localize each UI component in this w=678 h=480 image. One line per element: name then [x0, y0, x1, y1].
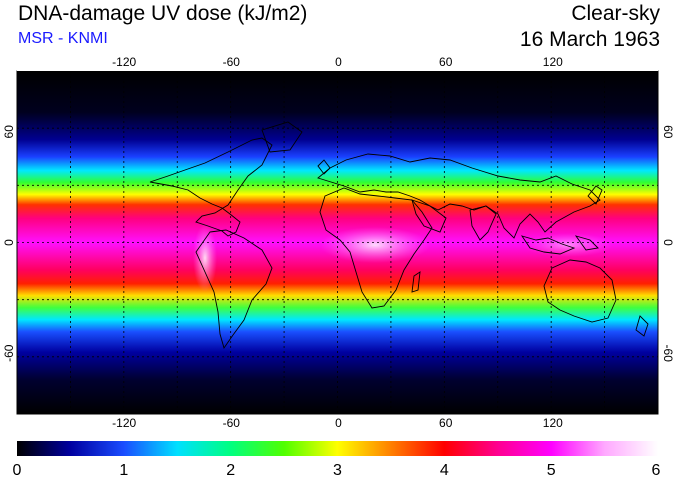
lon-label-top: -120 — [112, 55, 136, 69]
colorbar — [17, 441, 658, 456]
madagascar-coast — [411, 271, 421, 293]
lat-label-left: 60 — [2, 125, 16, 139]
lat-label-right: 60 — [661, 125, 675, 139]
lat-label-right: -60 — [661, 345, 675, 363]
lat-label-left: -60 — [2, 344, 16, 362]
colorbar-label: 5 — [547, 462, 556, 479]
australia-coast — [543, 259, 617, 323]
lon-label-top: 60 — [439, 55, 453, 69]
latitude-labels-left: 60 0 -60 — [2, 125, 16, 362]
greenland-coast — [261, 121, 303, 153]
lon-label-bottom: 60 — [439, 416, 453, 430]
arabia-coast — [411, 199, 447, 233]
lon-label-bottom: 120 — [543, 416, 563, 430]
uk-coast — [317, 159, 331, 175]
longitude-labels-top: -120 -60 0 60 120 — [112, 55, 563, 69]
colorbar-label: 3 — [333, 462, 342, 479]
colorbar-label: 6 — [652, 462, 661, 479]
south-america-coast — [195, 229, 273, 350]
lon-label-top: -60 — [223, 55, 241, 69]
lon-label-top: 0 — [335, 55, 342, 69]
latitude-labels-right: 60 0 -60 — [661, 125, 675, 362]
africa-coast — [319, 187, 433, 309]
map-title: DNA-damage UV dose (kJ/m2) — [18, 2, 308, 25]
lat-label-right: 0 — [661, 239, 675, 246]
data-source-label: MSR - KNMI — [18, 30, 108, 47]
colorbar-label: 1 — [119, 462, 128, 479]
lon-label-bottom: -60 — [223, 416, 241, 430]
colorbar-label: 4 — [440, 462, 449, 479]
frame-ticks — [17, 69, 658, 71]
longitude-labels-bottom: -120 -60 0 60 120 — [112, 416, 563, 430]
europe-coast — [317, 153, 601, 239]
graticule — [17, 71, 658, 414]
date-label: 16 March 1963 — [519, 28, 660, 51]
coastlines — [149, 121, 649, 350]
lon-label-top: 120 — [543, 55, 563, 69]
north-america-coast — [149, 137, 273, 237]
india-coast — [469, 205, 497, 241]
japan-coast — [587, 185, 603, 205]
sky-condition-label: Clear-sky — [571, 2, 660, 25]
lat-label-left: 0 — [2, 239, 16, 246]
uv-hotspots — [193, 224, 613, 292]
southeast-asia-islands — [520, 235, 599, 255]
colorbar-labels: 0 1 2 3 4 5 6 — [13, 462, 661, 479]
new-zealand-coast — [635, 315, 649, 337]
colorbar-label: 0 — [13, 462, 22, 479]
colorbar-label: 2 — [226, 462, 235, 479]
lon-label-bottom: -120 — [112, 416, 136, 430]
lon-label-bottom: 0 — [335, 416, 342, 430]
